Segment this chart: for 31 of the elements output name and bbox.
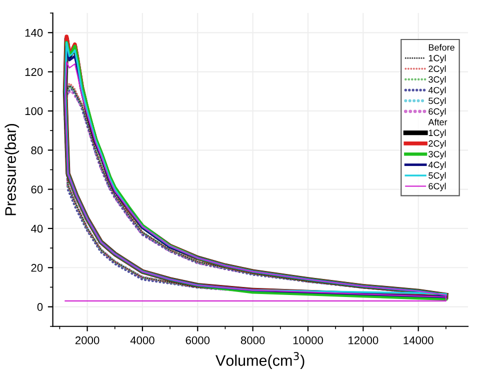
- legend-label: 4Cyl: [428, 86, 446, 96]
- y-tick-label: 140: [25, 28, 43, 37]
- legend-label: 1Cyl: [428, 54, 446, 64]
- y-tick-label: 100: [25, 107, 43, 116]
- y-axis-title: Pressure(bar): [4, 124, 19, 216]
- x-tick-label: 10000: [293, 336, 324, 344]
- legend-label: 5Cyl: [428, 172, 446, 180]
- legend-label: 6Cyl: [428, 108, 446, 116]
- legend-title: Before: [428, 44, 454, 51]
- y-tick-label: 0: [37, 303, 43, 311]
- legend-label: 4Cyl: [428, 161, 446, 170]
- x-tick-label: 12000: [348, 336, 378, 344]
- legend-label: 3Cyl: [428, 150, 446, 160]
- x-tick-label: 6000: [186, 336, 210, 344]
- legend-label: 2Cyl: [428, 140, 446, 148]
- y-tick-label: 80: [31, 146, 43, 154]
- y-tick-label: 60: [31, 186, 43, 194]
- legend-label: 3Cyl: [428, 76, 446, 84]
- legend-label: 1Cyl: [428, 129, 446, 138]
- legend-label: 2Cyl: [428, 65, 446, 74]
- x-tick-label: 8000: [240, 336, 265, 344]
- annotation: After: [428, 118, 448, 126]
- y-tick-label: 40: [30, 224, 43, 233]
- x-tick-label: 14000: [404, 336, 434, 344]
- x-tick-label: 4000: [130, 336, 154, 344]
- legend-label: 6Cyl: [428, 182, 446, 192]
- legend-label: 5Cyl: [428, 97, 446, 106]
- x-tick-label: 2000: [75, 336, 100, 344]
- y-tick-label: 20: [31, 264, 43, 272]
- y-tick-label: 120: [25, 68, 43, 76]
- x-axis-title: Volume(cm$^{3}$): [216, 352, 304, 369]
